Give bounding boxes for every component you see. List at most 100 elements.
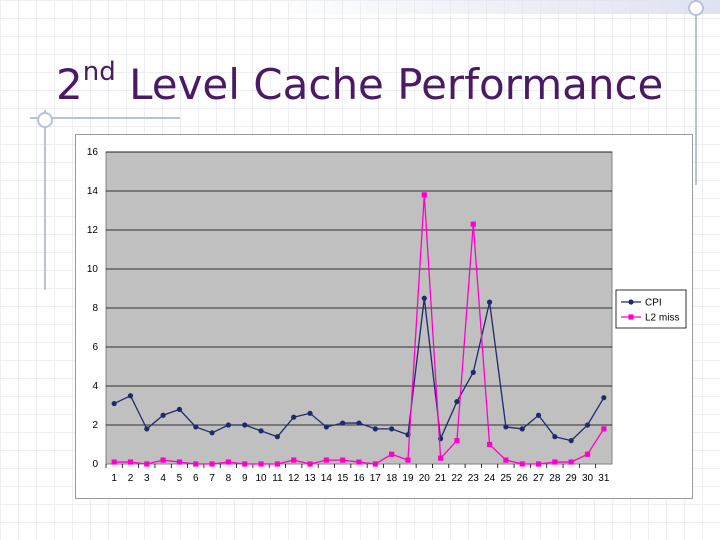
legend-label: L2 miss [645, 313, 679, 324]
chart-frame: 0 2 4 6 8 10 12 14 16 1 2 3 4 5 6 7 8 9 10 11 12 13 14 15 16 17 18… [75, 134, 693, 499]
y-tick-label: 16 [87, 147, 99, 158]
data-point-cpi [372, 426, 378, 432]
data-point-l2-miss [503, 457, 509, 463]
data-point-cpi [291, 414, 297, 420]
data-point-l2-miss [519, 461, 525, 467]
decor-line-left [44, 110, 46, 290]
x-tick-label: 27 [533, 473, 545, 484]
x-tick-label: 28 [549, 473, 561, 484]
data-point-cpi [225, 422, 232, 428]
data-point-cpi [160, 412, 166, 418]
data-point-l2-miss [584, 451, 591, 457]
title-rest: Level Cache Performance [115, 60, 664, 109]
data-point-l2-miss [405, 457, 411, 463]
data-point-cpi [519, 426, 525, 432]
data-point-cpi [274, 434, 280, 440]
title-main: 2 [56, 60, 83, 109]
slide-top-band [260, 0, 720, 14]
data-point-l2-miss [552, 459, 558, 465]
x-tick-label: 25 [500, 473, 512, 484]
x-tick-label: 6 [193, 473, 199, 484]
x-tick-label: 29 [566, 473, 578, 484]
legend-label: CPI [645, 298, 662, 309]
x-tick-label: 11 [272, 473, 283, 484]
legend-marker [628, 299, 634, 305]
x-tick-label: 18 [386, 473, 398, 484]
x-tick-label: 19 [402, 473, 414, 484]
data-point-cpi [242, 422, 248, 428]
x-tick-label: 4 [160, 473, 166, 484]
data-point-l2-miss [372, 461, 378, 467]
data-point-l2-miss [144, 461, 150, 467]
data-point-cpi [486, 299, 493, 305]
legend-marker [628, 314, 634, 320]
data-point-l2-miss [209, 461, 215, 467]
x-tick-label: 15 [337, 473, 349, 484]
data-point-cpi [584, 422, 591, 428]
y-tick-label: 14 [87, 186, 99, 197]
x-tick-label: 23 [468, 473, 480, 484]
data-point-cpi [323, 424, 329, 430]
y-tick-label: 10 [87, 264, 99, 275]
data-point-l2-miss [291, 457, 297, 463]
x-tick-label: 22 [451, 473, 463, 484]
data-point-l2-miss [258, 461, 264, 467]
x-tick-label: 2 [128, 473, 134, 484]
data-point-l2-miss [389, 451, 395, 457]
data-point-l2-miss [454, 438, 460, 444]
data-point-l2-miss [601, 426, 607, 432]
x-tick-label: 9 [242, 473, 248, 484]
data-point-l2-miss [438, 455, 444, 461]
decor-line-right [695, 0, 697, 185]
y-tick-label: 8 [92, 303, 98, 314]
decor-circle-right [688, 0, 704, 16]
data-point-l2-miss [193, 461, 199, 467]
data-point-l2-miss [160, 457, 166, 463]
data-point-cpi [111, 400, 117, 407]
x-tick-label: 8 [226, 473, 232, 484]
data-point-cpi [568, 438, 574, 444]
legend-box [615, 289, 687, 329]
title-superscript: nd [82, 57, 116, 87]
data-point-cpi [209, 430, 215, 436]
x-tick-label: 20 [419, 473, 431, 484]
decor-circle-left [37, 112, 53, 128]
data-point-l2-miss [225, 459, 232, 465]
x-tick-label: 1 [111, 473, 117, 484]
x-tick-label: 12 [288, 473, 300, 484]
data-point-l2-miss [111, 459, 117, 465]
data-point-l2-miss [127, 459, 134, 465]
x-tick-label: 13 [304, 473, 316, 484]
data-point-cpi [307, 410, 313, 416]
data-point-l2-miss [340, 457, 346, 463]
x-tick-label: 26 [517, 473, 529, 484]
data-point-cpi [503, 424, 509, 430]
slide-title: 2nd Level Cache Performance [56, 57, 664, 109]
data-point-cpi [535, 412, 542, 418]
y-tick-label: 6 [92, 342, 98, 353]
y-tick-label: 12 [87, 225, 99, 236]
data-point-cpi [127, 393, 134, 399]
x-tick-label: 14 [321, 473, 333, 484]
data-point-cpi [258, 428, 264, 434]
data-point-l2-miss [356, 459, 362, 465]
data-point-l2-miss [323, 457, 329, 463]
data-point-cpi [356, 420, 362, 426]
data-point-l2-miss [242, 461, 248, 467]
x-tick-label: 21 [435, 473, 447, 484]
data-point-cpi [601, 395, 607, 401]
data-point-cpi [144, 426, 150, 432]
data-point-l2-miss [486, 441, 493, 448]
x-tick-label: 30 [582, 473, 594, 484]
data-point-l2-miss [176, 459, 183, 465]
data-point-cpi [389, 426, 395, 432]
x-tick-label: 16 [353, 473, 365, 484]
x-tick-label: 24 [484, 473, 496, 484]
x-tick-label: 10 [256, 473, 268, 484]
y-tick-label: 0 [92, 459, 98, 470]
data-point-l2-miss [568, 459, 574, 465]
x-tick-label: 17 [370, 473, 382, 484]
x-tick-label: 31 [598, 473, 610, 484]
x-tick-label: 7 [209, 473, 215, 484]
